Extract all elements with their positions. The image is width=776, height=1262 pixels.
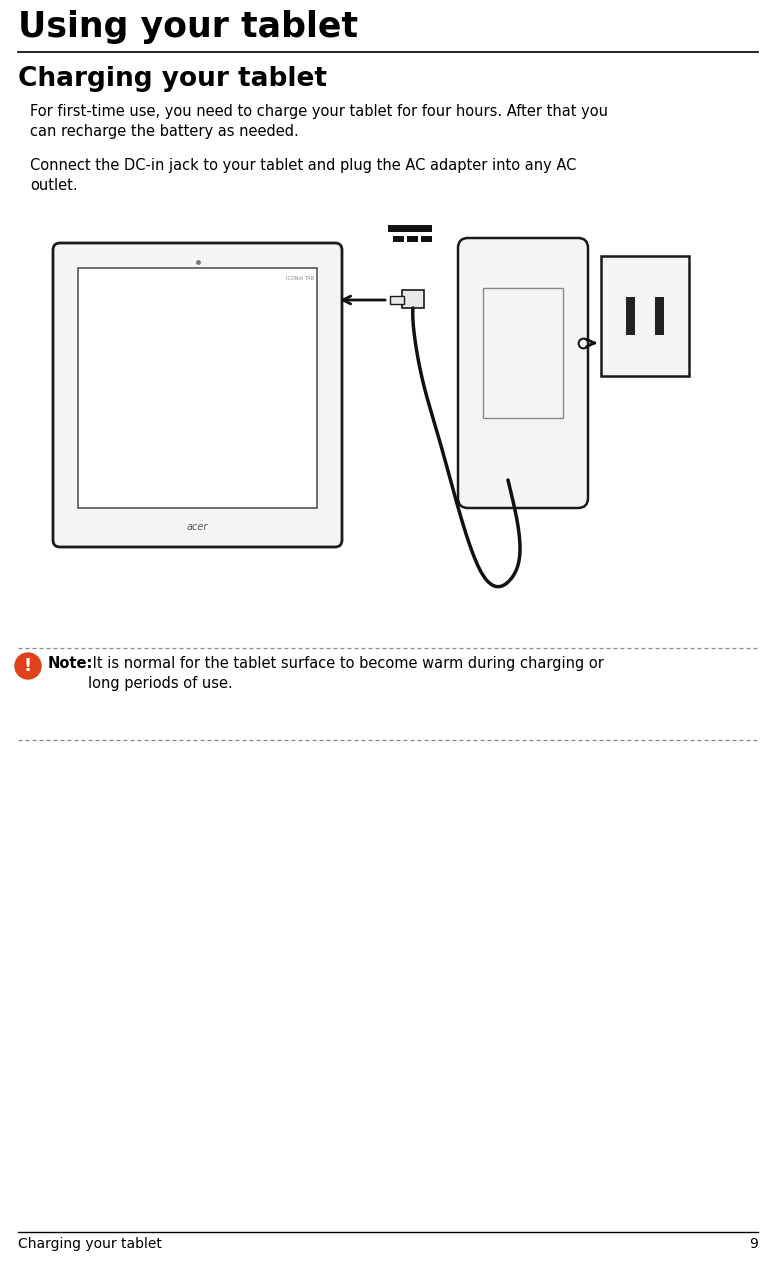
Bar (626, 297, 635, 334)
Text: Using your tablet: Using your tablet (18, 10, 358, 44)
Text: It is normal for the tablet surface to become warm during charging or
long perio: It is normal for the tablet surface to b… (88, 656, 604, 692)
Bar (393, 236, 404, 242)
Text: Connect the DC-in jack to your tablet and plug the AC adapter into any AC
outlet: Connect the DC-in jack to your tablet an… (30, 158, 577, 193)
Text: For first-time use, you need to charge your tablet for four hours. After that yo: For first-time use, you need to charge y… (30, 103, 608, 139)
Bar (390, 297, 404, 304)
Bar (78, 268, 317, 509)
FancyBboxPatch shape (53, 244, 342, 546)
Bar (655, 297, 664, 334)
Text: acer: acer (187, 522, 208, 533)
Text: Note:: Note: (48, 656, 93, 671)
Text: Charging your tablet: Charging your tablet (18, 66, 327, 92)
FancyBboxPatch shape (458, 239, 588, 509)
Bar (483, 288, 563, 418)
Text: !: ! (24, 658, 32, 675)
Bar (407, 236, 418, 242)
Bar (402, 290, 424, 308)
Circle shape (15, 652, 41, 679)
Bar (388, 225, 432, 232)
Text: ICONIA TAB: ICONIA TAB (286, 276, 314, 281)
Text: Charging your tablet: Charging your tablet (18, 1237, 162, 1251)
Bar (601, 256, 689, 376)
Text: 9: 9 (749, 1237, 758, 1251)
Bar (421, 236, 432, 242)
